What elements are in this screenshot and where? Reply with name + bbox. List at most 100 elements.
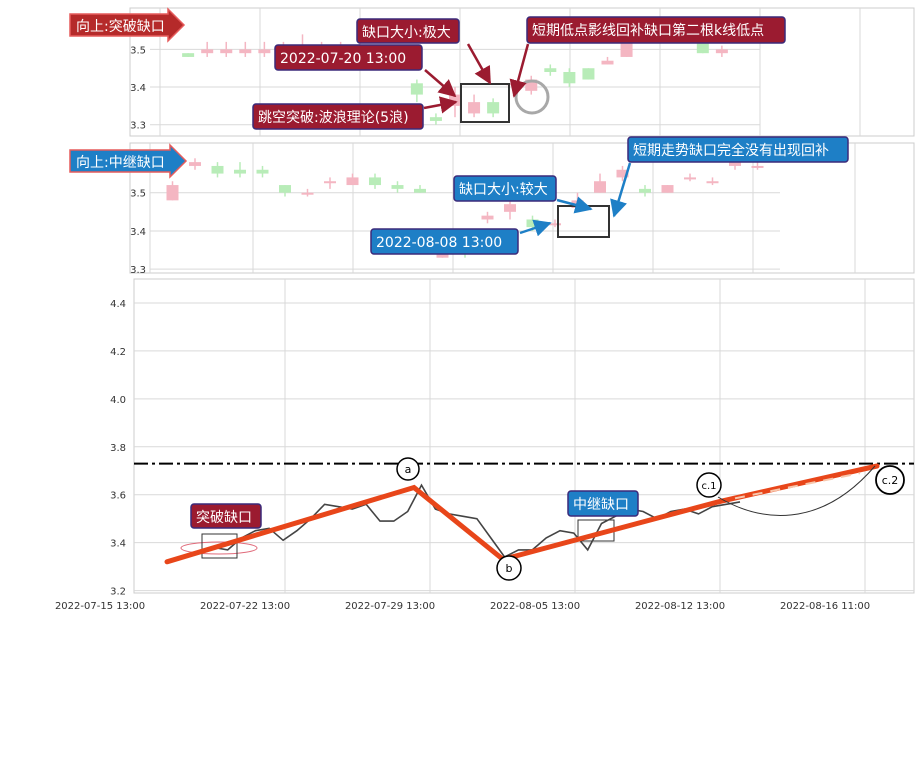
x-tick-label: 2022-08-16 11:00: [780, 601, 870, 612]
annotation-box: [274, 44, 423, 71]
candle-body: [211, 165, 224, 174]
panel-3: 3.23.43.63.84.04.24.4 2022-07-15 13:00 20…: [55, 278, 915, 612]
y-tick-label: 4.4: [110, 299, 126, 310]
y-tick-label: 3.5: [130, 45, 146, 56]
annotation-gap-size: 缺口大小:极大: [356, 18, 460, 44]
candle-body: [706, 181, 719, 184]
annotation-box: [252, 103, 424, 130]
panel-1-frame: [129, 7, 915, 137]
candle-body: [182, 53, 195, 57]
panel-1-tag: 向上:突破缺口: [69, 7, 186, 43]
candle-body: [279, 185, 291, 193]
candle-body: [301, 192, 314, 195]
y-tick-label: 3.3: [130, 121, 146, 132]
projection-arc: [717, 465, 876, 516]
candle-body: [504, 204, 516, 212]
candle-body: [751, 165, 764, 168]
wave-point-circle: [696, 472, 722, 498]
annotation-text: 2022-08-08 13:00: [376, 235, 502, 251]
wave-trend-dash: [734, 472, 861, 500]
wave-point-b: b: [496, 555, 522, 581]
y-tick-label: 4.0: [110, 395, 126, 406]
panel-2: 3.3 3.4 3.5 向上:中继缺口 缺口大小:较大 2022-08-08 13:…: [69, 136, 915, 276]
tag-arrow-shape: [69, 7, 186, 43]
candle-body: [258, 49, 271, 54]
wave-point-label: c.2: [882, 474, 899, 487]
annotation-arrow: [509, 43, 530, 98]
annotation-jump: 跳空突破:波浪理论(5浪): [252, 103, 424, 130]
annotation-fill: 短期低点影线回补缺口第二根k线低点: [526, 16, 786, 44]
candle-body: [487, 102, 500, 114]
annotation-time: 2022-07-20 13:00: [274, 44, 423, 71]
candle-body: [234, 169, 246, 174]
candle-body: [661, 185, 674, 193]
x-tick-label: 2022-08-05 13:00: [490, 601, 580, 612]
annotation-text: 2022-07-20 13:00: [280, 51, 406, 67]
annotation-arrow: [466, 43, 492, 85]
wave-point-a: a: [396, 457, 420, 481]
candle-body: [696, 41, 709, 54]
breakout-gap-mini-box: [201, 533, 238, 559]
annotation-box: [526, 16, 786, 44]
wave-point-circle: [396, 457, 420, 481]
panel-1: 3.3 3.4 3.5 向上:突破缺口 缺口大小:极大 2022-07-20 13:…: [69, 7, 915, 137]
label-box: [567, 490, 639, 517]
annotation-text: 缺口大小:较大: [459, 182, 548, 198]
candle-body: [684, 177, 696, 180]
y-tick-label: 3.8: [110, 443, 126, 454]
y-tick-label: 3.4: [130, 227, 146, 238]
y-tick-label: 3.5: [130, 189, 146, 200]
annotation-box: [356, 18, 460, 44]
candle-body: [410, 83, 423, 95]
wave-point-label: b: [506, 562, 513, 575]
breakout-label: 突破缺口: [190, 503, 262, 529]
panel-3-x-axis: 2022-07-15 13:00 2022-07-22 13:00 2022-07-…: [55, 601, 870, 612]
label-box: [190, 503, 262, 529]
y-tick-label: 3.2: [110, 587, 126, 598]
candle-body: [324, 181, 336, 184]
label-text: 中继缺口: [573, 497, 629, 513]
annotation-arrow: [556, 196, 593, 214]
panel-1-tag-text: 向上:突破缺口: [76, 19, 165, 35]
panel-3-y-axis: 3.2 3.4 3.6 3.8 4.0 4.2 4.4: [110, 299, 126, 598]
candle-body: [620, 41, 633, 57]
candle-body: [582, 68, 595, 80]
candle-body: [639, 188, 651, 193]
annotation-arrow: [519, 219, 552, 237]
wave-point-c1: c.1: [696, 472, 722, 498]
wave-point-circle: [875, 465, 905, 495]
x-tick-label: 2022-08-12 13:00: [635, 601, 725, 612]
annotation-no-fill: 短期走势缺口完全没有出现回补: [627, 136, 849, 163]
candle-body: [594, 181, 606, 193]
candle-body: [346, 177, 359, 186]
annotation-arrow: [610, 162, 632, 218]
candle-body: [729, 162, 741, 166]
price-line: [199, 483, 741, 559]
candle-body: [369, 177, 381, 186]
panel-3-grid: [134, 279, 914, 593]
candle-body: [166, 185, 179, 201]
annotation-box: [453, 175, 557, 202]
candle-body: [715, 49, 728, 54]
panel-2-frame: [129, 142, 915, 274]
x-tick-label: 2022-07-15 13:00: [55, 601, 145, 612]
annotation-gap-size: 缺口大小:较大: [453, 175, 557, 202]
annotation-box: [370, 228, 519, 255]
candle-body: [414, 188, 426, 193]
annotation-arrow: [423, 96, 458, 114]
y-tick-label: 3.6: [110, 491, 126, 502]
wave-point-c2: c.2: [875, 465, 905, 495]
y-tick-label: 3.4: [130, 83, 146, 94]
relay-label: 中继缺口: [567, 490, 639, 517]
annotation-box: [627, 136, 849, 163]
x-tick-label: 2022-07-29 13:00: [345, 601, 435, 612]
panel-2-tag-text: 向上:中继缺口: [76, 155, 165, 171]
wave-point-label: a: [405, 463, 412, 476]
candle-body: [563, 72, 576, 84]
x-tick-label: 2022-07-22 13:00: [200, 601, 290, 612]
candle-body: [616, 169, 629, 178]
y-tick-label: 4.2: [110, 347, 126, 358]
candle-body: [549, 223, 561, 226]
annotation-text: 短期低点影线回补缺口第二根k线低点: [532, 22, 764, 39]
